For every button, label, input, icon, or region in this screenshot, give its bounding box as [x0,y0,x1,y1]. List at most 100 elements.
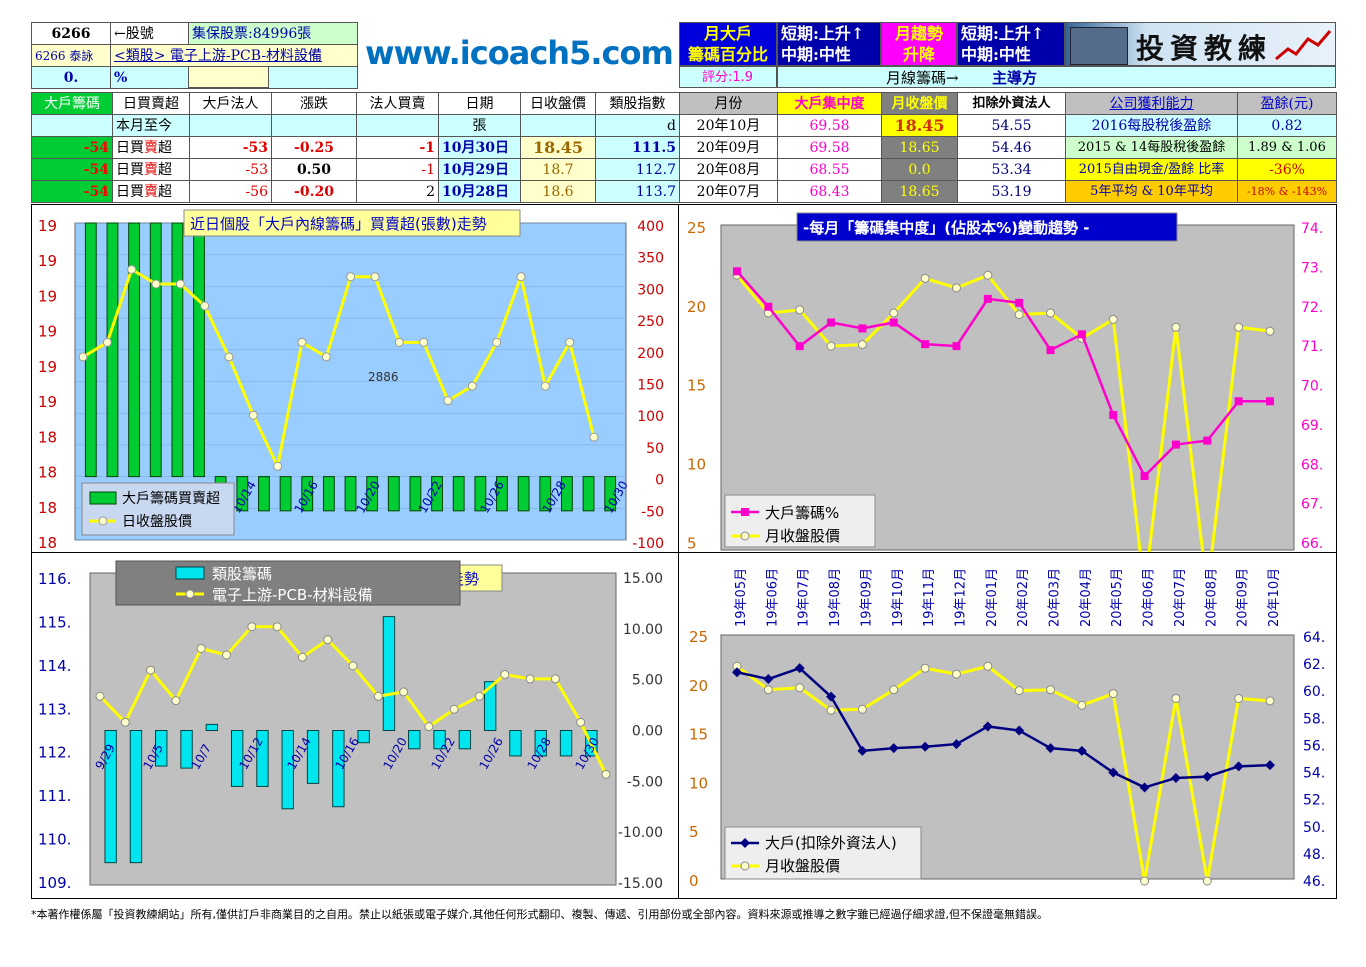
daily-table-subheader: 本月至今 張 d [31,114,680,137]
x-tick-label: 20年02月 [1016,568,1031,627]
monthly-table-header: 月份 大戶集中度 月收盤價 扣除外資法人 公司獲利能力 盈餘(元) [679,92,1337,115]
monthly-trend-line2: 升降 [902,45,935,64]
left-tick-label: 5 [687,534,697,552]
right-tick-label: 250 [637,314,664,330]
eps-cell: 0.82 [1237,114,1337,137]
x-tick-label: 20年05月 [1110,568,1125,627]
price-point [78,352,88,362]
x-tick-label: 19年06月 [765,568,780,627]
left-tick-label: 20 [689,677,708,695]
index-point [272,622,282,632]
bar [236,476,249,512]
big-holder-point [888,743,899,754]
price-point [857,340,867,350]
right-tick-label: 46. [1303,874,1325,890]
price-point [1202,876,1212,886]
col-header: 盈餘(元) [1237,92,1337,115]
trade-cell: 2 [356,180,439,203]
price-point [200,301,210,311]
big-holder-point [1265,760,1275,771]
mid-term-1: 中期:中性 [781,45,851,64]
big-holder-point [1233,761,1244,772]
right-tick-label: 66. [1301,536,1323,552]
short-term-2: 短期:上升↑ [961,24,1045,43]
concentration-point [733,267,741,276]
chart-daily-chips: 19 19 19 19 19 19 18 18 18 18 400 350 300 250 200 150 10… [38,209,664,552]
right-tick-label: 56. [1303,738,1325,754]
conc-cell: 68.43 [777,180,882,203]
bar [230,730,244,787]
chip-direction: 月線籌碼→ 主導方 [777,66,1336,88]
right-tick-label: 58. [1303,711,1325,727]
eps-cell: -36% [1237,158,1337,181]
index-point [500,670,510,680]
website-link[interactable]: www.icoach5.com [365,34,674,72]
bar [433,730,446,750]
price-line [736,664,1271,882]
left-tick-label: 18 [38,428,57,446]
x-tick-label: 20年08月 [1204,568,1219,627]
inst-cell: -53 [189,158,272,181]
bar [496,476,508,512]
sub-cell [189,114,272,137]
conc-cell: 69.58 [777,136,882,159]
index-point [146,665,156,675]
price-point [297,337,307,347]
bar [344,476,357,512]
index-point [449,704,459,714]
big-holder-point [826,691,837,702]
price-point [920,273,930,283]
legend-box [724,494,876,548]
concentration-point [795,342,804,351]
index-point [171,696,181,706]
price-point [983,270,993,280]
x-tick-label: 20年04月 [1079,568,1094,627]
price-point [394,337,404,347]
price-point [889,685,899,695]
right-tick-label: 52. [1303,793,1325,809]
price-point [1234,693,1244,703]
bar [301,476,314,512]
sub-cell: d [595,114,680,137]
chip-cell: -54 [31,136,113,159]
dominant-label: 主導方 [992,69,1038,87]
monthly-table: 月份 大戶集中度 月收盤價 扣除外資法人 公司獲利能力 盈餘(元) 20年10月… [679,92,1337,203]
table-row: -54 日買賣超 -56 -0.20 2 10月28日 18.6 113.7 [31,180,680,203]
stock-code: 6266 [31,22,111,45]
profit-cell: 2015自由現金/盈餘 比率 [1065,158,1238,181]
left-tick-label: 18 [38,464,57,482]
bar [306,730,320,784]
index-point [550,674,560,684]
right-tick-label: 70. [1301,379,1323,395]
bar [517,476,530,512]
concentration-point [1077,330,1086,339]
right-tick-label: 72. [1301,300,1323,316]
price-point [763,685,773,695]
index-point [576,717,586,727]
col-header: 扣除外資法人 [957,92,1066,115]
col-header: 類股指數 [595,92,680,115]
left-tick-label: 15 [687,377,706,395]
price-point [516,272,526,282]
big-holder-point [857,745,868,756]
sub-cell [31,114,113,137]
close-cell: 18.45 [520,136,596,159]
right-tick-label: 50 [646,441,664,457]
bar [452,476,465,512]
concentration-point [1171,440,1180,449]
big-holder-line1: 月大戶 [703,24,752,43]
logo-banner: 投資教練 [1065,22,1336,66]
daily-table-header: 大戶籌碼 日買賣超 大戶法人 漲跌 法人買賣 日期 日收盤價 類股指數 [31,92,680,115]
x-tick-label: 20年03月 [1048,568,1063,627]
concentration-point [1234,397,1243,406]
right-tick-label: -5.00 [627,774,663,790]
index-point [323,635,333,645]
big-holder-line2: 籌碼百分比 [687,45,768,64]
concentration-point [827,318,836,327]
bar [104,730,117,864]
month-cell: 20年09月 [679,136,778,159]
bar [560,476,573,512]
price-point [321,352,331,362]
price-point [467,381,477,391]
charts-frame [31,204,1337,899]
